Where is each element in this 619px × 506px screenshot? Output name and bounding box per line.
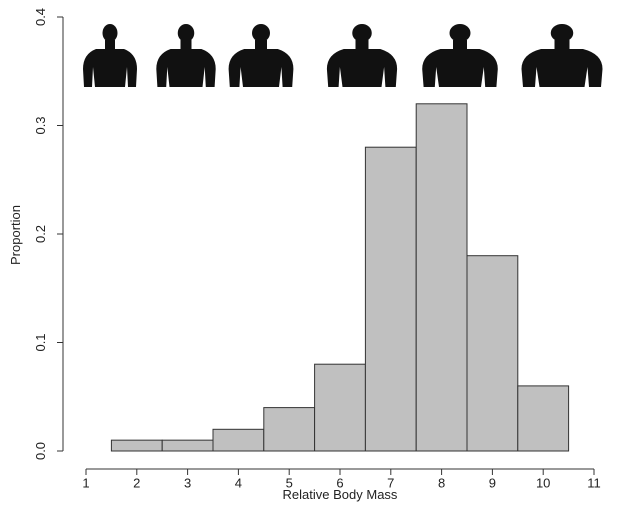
y-tick-label: 0.0 [33, 442, 48, 460]
y-ticks: 0.0 0.1 0.2 0.3 0.4 [33, 8, 63, 460]
x-tick-label: 9 [489, 476, 496, 491]
silhouette-torso [521, 49, 603, 87]
silhouette-torso [326, 49, 398, 87]
x-tick-label: 7 [387, 476, 394, 491]
y-tick-label: 0.2 [33, 225, 48, 243]
silhouette-head [550, 24, 574, 42]
silhouette-neck [180, 40, 192, 49]
silhouette-torso [228, 49, 294, 87]
x-tick-label: 6 [336, 476, 343, 491]
silhouette-torso [156, 49, 216, 87]
body-silhouette-icon [228, 24, 294, 87]
silhouette-neck [554, 40, 570, 49]
y-axis-title: Proportion [8, 205, 23, 265]
bar-2 [110, 439, 163, 452]
x-ticks: 1 2 3 4 5 6 7 8 9 10 11 [82, 469, 601, 491]
silhouette-neck [453, 40, 467, 49]
silhouette-neck [355, 40, 369, 49]
bar-7 [364, 146, 417, 452]
y-tick-label: 0.1 [33, 333, 48, 351]
bar-6 [314, 363, 366, 452]
body-silhouette-icon [521, 24, 603, 87]
x-tick-label: 1 [82, 476, 89, 491]
silhouette-neck [105, 40, 115, 49]
x-tick-label: 10 [536, 476, 550, 491]
bar-10 [517, 385, 570, 452]
silhouette-head [352, 24, 372, 42]
x-tick-label: 2 [133, 476, 140, 491]
x-tick-label: 8 [438, 476, 445, 491]
silhouette-torso [83, 49, 137, 87]
x-tick-label: 3 [184, 476, 191, 491]
silhouette-head [177, 24, 195, 42]
x-axis-title: Relative Body Mass [283, 487, 398, 502]
body-silhouette-icon [326, 24, 398, 87]
silhouette-head [102, 24, 118, 42]
y-tick-label: 0.3 [33, 116, 48, 134]
body-silhouette-icon [422, 24, 498, 87]
bar-9 [466, 255, 519, 452]
bar-8 [415, 103, 468, 452]
body-silhouettes [83, 24, 603, 87]
bars [110, 103, 570, 452]
bar-5 [263, 407, 316, 452]
x-tick-label: 5 [286, 476, 293, 491]
silhouette-head [252, 24, 270, 42]
y-tick-label: 0.4 [33, 8, 48, 26]
bar-3 [161, 439, 214, 452]
body-silhouette-icon [83, 24, 137, 87]
silhouette-head [449, 24, 471, 42]
silhouette-neck [255, 40, 267, 49]
x-tick-label: 4 [235, 476, 242, 491]
body-silhouette-icon [156, 24, 216, 87]
x-tick-label: 11 [587, 476, 601, 491]
silhouette-torso [422, 49, 498, 87]
bar-4 [212, 428, 265, 452]
